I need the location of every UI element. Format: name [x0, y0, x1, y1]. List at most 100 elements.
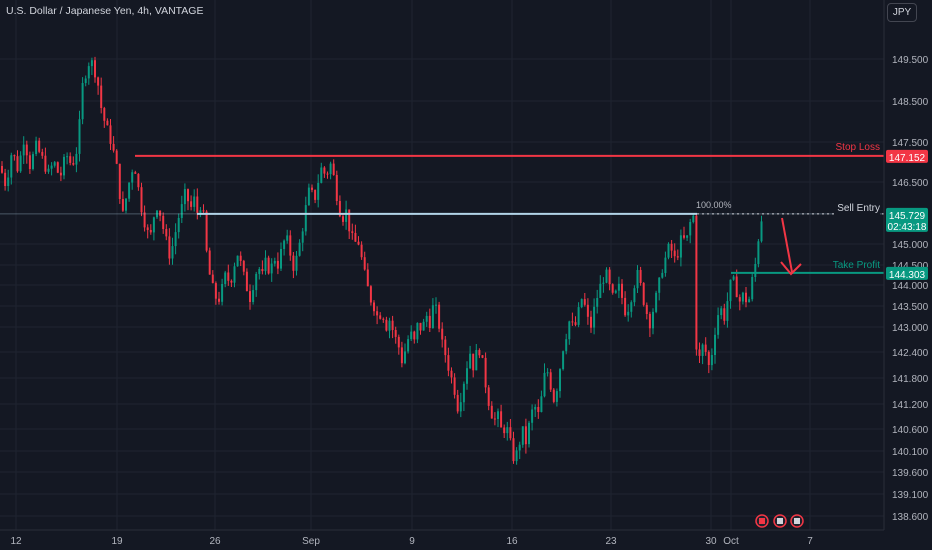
candle-body [531, 409, 534, 423]
candle-body [13, 155, 16, 157]
candle-body [10, 155, 13, 178]
candle-body [422, 321, 425, 331]
candle-body [608, 269, 611, 285]
candle-body [571, 321, 574, 323]
candle-body [301, 231, 304, 243]
candle-body [487, 387, 490, 406]
candle-body [165, 229, 168, 237]
time-tick-label: 23 [605, 536, 617, 547]
price-tick-label: 141.200 [892, 400, 929, 411]
candle-body [676, 256, 679, 258]
price-axis[interactable]: 149.500 148.500 147.500 146.500 145.000 144.5… [886, 55, 929, 523]
time-tick-label: Oct [723, 536, 739, 547]
candle-body [214, 283, 217, 299]
candle-body [490, 405, 493, 419]
candle-body [707, 351, 710, 365]
candle-body [208, 250, 211, 275]
candle-body [645, 305, 648, 314]
candle-body [596, 298, 599, 307]
candle-body [444, 339, 447, 356]
candle-body [546, 372, 549, 374]
price-tick-label: 144.500 [892, 261, 929, 272]
price-tick-label: 143.500 [892, 302, 929, 313]
price-tick-label: 148.500 [892, 97, 929, 108]
candle-body [655, 292, 658, 312]
candle-body [528, 422, 530, 445]
time-tick-label: 26 [209, 536, 221, 547]
candle-body [100, 85, 103, 108]
candle-body [258, 269, 261, 274]
candle-body [128, 182, 131, 199]
candle-body [627, 311, 630, 316]
stop-loss-price-badge [886, 149, 928, 163]
candle-body [419, 322, 422, 331]
candle-body [741, 292, 744, 302]
candle-body [435, 304, 437, 306]
candle-body [295, 255, 298, 271]
time-tick-label: 30 [705, 536, 717, 547]
candle-body [332, 163, 335, 175]
sell-arrow-head [780, 261, 802, 276]
candle-body [118, 163, 121, 199]
candle-body [78, 119, 81, 154]
candle-body [503, 427, 506, 434]
candle-body [177, 218, 180, 233]
candle-body [187, 189, 189, 202]
candle-body [394, 330, 397, 337]
candle-body [559, 369, 561, 392]
candle-body [224, 272, 227, 284]
candle-body [404, 351, 406, 364]
candle-body [94, 60, 96, 78]
candle-body [218, 298, 220, 302]
candle-body [648, 313, 651, 329]
candle-body [695, 215, 698, 350]
time-axis[interactable]: 12 19 26 Sep 9 16 23 30 Oct 7 [10, 536, 813, 547]
candle-body [723, 308, 726, 321]
candle-body [611, 284, 614, 293]
candle-body [140, 187, 143, 213]
candle-body [670, 243, 673, 251]
candle-body [152, 217, 155, 233]
candle-body [242, 260, 245, 272]
candle-body [456, 394, 459, 412]
candle-body [385, 319, 388, 331]
candle-body [50, 165, 53, 169]
candle-body [735, 276, 738, 298]
candle-body [590, 316, 592, 328]
candle-body [59, 172, 62, 176]
candle-body [252, 290, 255, 302]
candle-body [459, 402, 462, 412]
candle-body [664, 257, 667, 273]
candle-body [373, 302, 375, 312]
candle-body [729, 279, 732, 302]
candle-body [180, 204, 183, 218]
price-tick-label: 142.400 [892, 348, 929, 359]
candle-body [131, 172, 134, 183]
candle-body [84, 78, 87, 83]
price-tick-label: 138.600 [892, 512, 929, 523]
candle-body [382, 318, 385, 320]
candle-body [621, 283, 623, 298]
candle-body [453, 377, 456, 395]
candle-body [614, 290, 617, 293]
time-tick-label: 12 [10, 536, 22, 547]
candle-body [428, 315, 431, 328]
candle-body [515, 450, 518, 462]
price-tick-label: 144.000 [892, 281, 929, 292]
price-tick-label: 147.500 [892, 138, 929, 149]
currency-button[interactable]: JPY [887, 3, 917, 22]
candle-body [168, 236, 171, 259]
candle-body [22, 144, 25, 156]
candle-body [338, 201, 341, 217]
candle-body [137, 173, 140, 188]
candle-body [230, 280, 233, 283]
candle-body [497, 411, 499, 419]
candle-body [484, 357, 487, 388]
candle-body [264, 257, 267, 272]
time-tick-label: Sep [302, 536, 320, 547]
candle-body [69, 156, 72, 163]
candle-body [704, 344, 707, 352]
candle-body [199, 210, 202, 213]
candle-body [156, 210, 158, 218]
